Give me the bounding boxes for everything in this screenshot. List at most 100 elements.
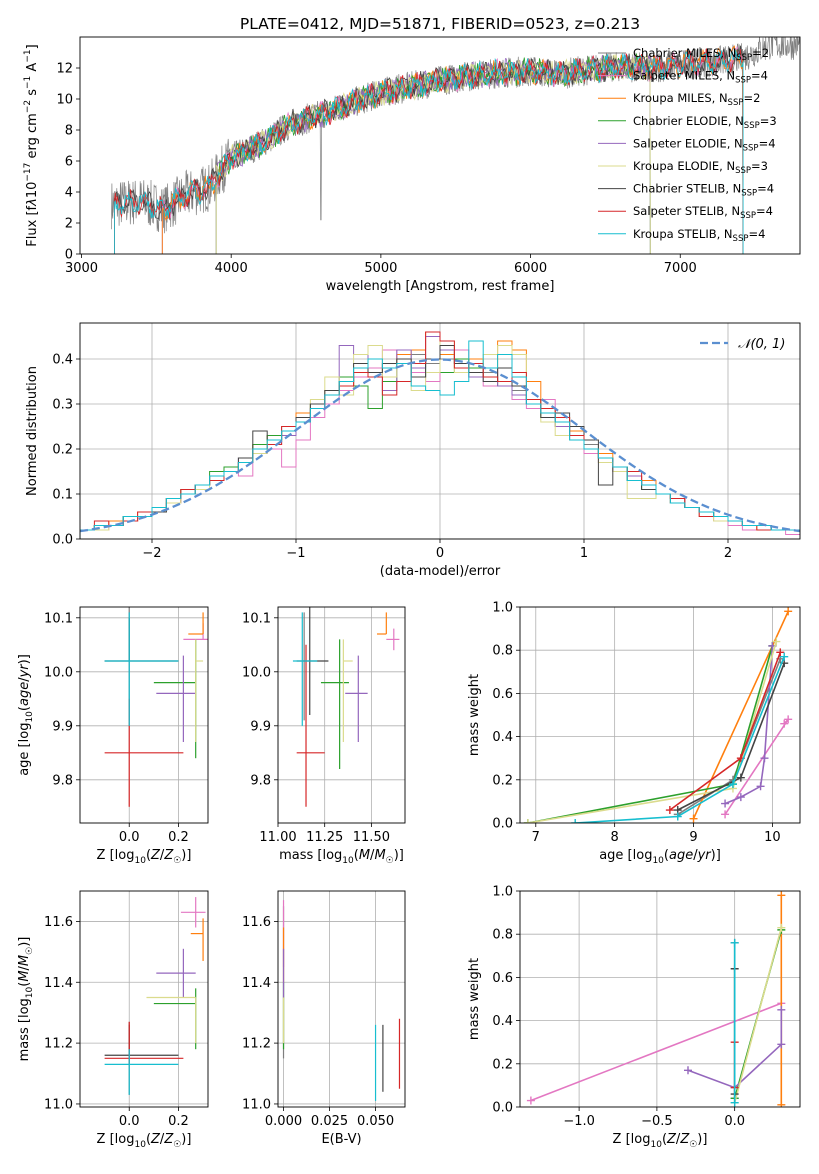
model-line-kroupa-miles <box>161 45 744 254</box>
weight-line-salpeter-elodie <box>721 641 777 808</box>
y-tick-label: 0.0 <box>492 817 513 832</box>
errorbar-salpeter-miles <box>183 623 208 641</box>
x-axis-label: E(B-V) <box>321 1132 361 1147</box>
x-tick-label: 0 <box>436 546 444 561</box>
errorbar-salpeter-stelib <box>104 698 184 807</box>
errorbar-kroupa-stelib <box>104 612 179 726</box>
y-tick-label: 8 <box>65 124 73 139</box>
x-tick-label: 0.2 <box>168 1114 189 1129</box>
y-tick-label: 0.8 <box>492 644 513 659</box>
x-tick-label: 7 <box>532 830 540 845</box>
errorbar-salpeter-miles <box>180 897 206 928</box>
normal-curve <box>80 358 800 533</box>
legend-label: Chabrier ELODIE, NSSP=3 <box>633 114 777 131</box>
y-tick-label: 11.0 <box>242 1097 271 1112</box>
y-axis-label: mass [log10(M/M☉)] <box>17 937 35 1062</box>
marker-plus <box>571 819 580 823</box>
errorbar-kroupa-stelib <box>292 612 318 726</box>
marker-plus <box>777 1040 786 1049</box>
weight-line-salpeter-miles <box>721 715 793 819</box>
legend-spectrum: Chabrier MILES, NSSP=2 Salpeter MILES, NS… <box>598 46 777 244</box>
y-tick-label: 0.2 <box>52 443 73 458</box>
errorbar-chabrier-elodie <box>320 639 349 769</box>
y-tick-label: 10.0 <box>44 665 73 680</box>
x-tick-label: 11.00 <box>259 830 296 845</box>
figure-title: PLATE=0412, MJD=51871, FIBERID=0523, z=0… <box>240 15 640 33</box>
errorbar-salpeter-stelib <box>296 644 325 807</box>
legend-label-normal: 𝒩(0, 1) <box>738 337 785 352</box>
marker-plus <box>721 810 730 819</box>
errorbar-salpeter-elodie <box>156 948 196 998</box>
x-tick-label: 1 <box>580 546 588 561</box>
y-tick-label: 9.9 <box>250 719 271 734</box>
errorbar-salpeter-miles <box>386 628 400 651</box>
plot-area-weight-vs-Z <box>520 891 800 1107</box>
weight-line-kroupa-stelib <box>571 652 789 823</box>
y-tick-label: 0 <box>65 248 73 263</box>
marker-plus <box>780 719 789 728</box>
weight-line-kroupa-elodie <box>730 923 786 1107</box>
axes-frame <box>519 606 801 824</box>
y-tick-label: 11.0 <box>44 1097 73 1112</box>
x-tick-label: 6000 <box>514 261 547 276</box>
errorbar-kroupa-stelib <box>104 1049 179 1095</box>
y-tick-label: 10 <box>56 93 73 108</box>
marker-plus <box>665 806 674 815</box>
marker-plus <box>784 715 793 724</box>
x-tick-label: 0.0 <box>119 830 140 845</box>
y-axis-label: age [log10(age/yr)] <box>17 654 35 776</box>
weight-line-salpeter-stelib <box>665 648 785 815</box>
x-axis-label: wavelength [Angstrom, rest frame] <box>326 279 555 294</box>
axes-frame <box>79 606 209 824</box>
y-tick-label: 9.8 <box>250 773 271 788</box>
y-tick-label: 0.1 <box>52 488 73 503</box>
y-tick-label: 1.0 <box>492 885 513 900</box>
axes-frame <box>519 890 801 1108</box>
x-tick-label: 10 <box>764 830 781 845</box>
x-tick-label: 4000 <box>215 261 248 276</box>
panel-mass-vs-Z: 0.0 0.2 11.0 11.2 11.4 11.6 Z [log10(Z/Z☉)] mas… <box>17 890 209 1150</box>
legend-label: Salpeter STELIB, NSSP=4 <box>633 204 773 221</box>
x-tick-label: 5000 <box>364 261 397 276</box>
x-tick-label: 0.000 <box>265 1114 302 1129</box>
y-tick-label: 9.8 <box>52 773 73 788</box>
marker-plus <box>736 793 745 802</box>
marker-plus <box>728 780 737 789</box>
y-tick-label: 0.3 <box>52 398 73 413</box>
axes-frame <box>79 890 209 1108</box>
x-tick-label: 0.025 <box>311 1114 348 1129</box>
x-tick-label: −1 <box>286 546 305 561</box>
y-tick-label: 11.4 <box>242 976 271 991</box>
panel-spectrum: 3000 4000 5000 6000 7000 0 2 4 6 8 10 12 wavelength … <box>23 36 801 294</box>
x-tick-label: 7000 <box>664 261 697 276</box>
panel-weight-vs-age: 7 8 9 10 0.0 0.2 0.4 0.6 0.8 1.0 age [log10(age/yr… <box>467 601 801 866</box>
model-line-chabrier-elodie <box>215 53 651 254</box>
y-tick-label: 0.0 <box>492 1101 513 1116</box>
x-axis-label: Z [log10(Z/Z☉)] <box>97 848 192 866</box>
axes-frame <box>277 606 406 824</box>
marker-plus <box>526 1096 535 1105</box>
marker-plus <box>772 637 781 646</box>
y-tick-label: 11.6 <box>44 915 73 930</box>
plot-area-residuals <box>80 323 800 539</box>
marker-plus <box>777 891 786 900</box>
legend-label: Chabrier STELIB, NSSP=4 <box>633 182 774 199</box>
axes-frame <box>79 322 801 540</box>
plot-area-age-vs-mass <box>278 607 405 823</box>
marker-plus <box>780 652 789 661</box>
y-tick-label: 0.0 <box>52 533 73 548</box>
legend-label: Chabrier MILES, NSSP=2 <box>633 46 769 63</box>
panel-residuals: −2 −1 0 1 2 0.0 0.1 0.2 0.3 0.4 (data-model)/error… <box>25 322 801 579</box>
weight-line-chabrier-elodie <box>523 641 777 823</box>
x-tick-label: 0.0 <box>119 1114 140 1129</box>
marker-plus <box>736 773 745 782</box>
panel-age-vs-mass: 11.00 11.25 11.50 9.8 9.9 10.0 10.1 mass [log10… <box>242 606 406 866</box>
legend-label: Kroupa STELIB, NSSP=4 <box>633 227 765 244</box>
y-tick-label: 1.0 <box>492 601 513 616</box>
x-tick-label: 8 <box>611 830 619 845</box>
plot-area-mass-vs-Z <box>80 891 208 1107</box>
y-axis-label: Normed distribution <box>25 366 40 496</box>
x-axis-label: Z [log10(Z/Z☉)] <box>613 1132 708 1150</box>
histogram-kroupa-stelib <box>80 340 800 539</box>
